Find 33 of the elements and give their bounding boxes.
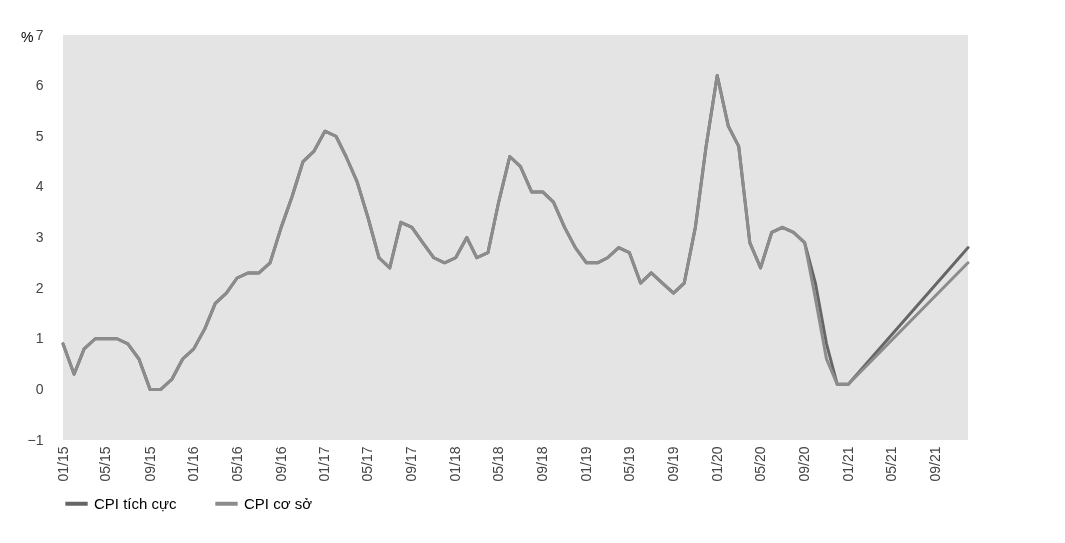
- y-tick-label: 6: [35, 77, 44, 94]
- x-tick-label: 09/18: [534, 446, 551, 482]
- y-tick-label: 7: [35, 26, 44, 43]
- y-tick-label: 5: [35, 127, 44, 144]
- x-tick-label: 09/17: [403, 446, 420, 482]
- x-tick-label: 01/21: [839, 446, 856, 482]
- x-tick-label: 01/16: [185, 446, 202, 482]
- x-tick-label: 01/18: [447, 446, 464, 482]
- y-tick-label: 1: [35, 330, 44, 347]
- x-tick-label: 05/16: [228, 446, 245, 482]
- x-tick-label: 05/18: [490, 446, 507, 482]
- x-tick-label: 05/17: [359, 446, 376, 482]
- x-tick-label: 05/20: [752, 446, 769, 482]
- x-tick-label: 05/21: [882, 446, 899, 482]
- x-tick-label: 09/20: [796, 446, 813, 482]
- x-tick-label: 09/16: [272, 446, 289, 482]
- y-tick-label: 0: [35, 380, 44, 397]
- y-axis-title: %: [21, 28, 34, 45]
- y-tick-label: 4: [35, 178, 44, 195]
- legend-label: CPI cơ sở: [244, 494, 313, 512]
- y-tick-label: 2: [35, 279, 44, 296]
- x-tick-label: 01/19: [577, 446, 594, 482]
- x-tick-label: 09/15: [141, 446, 158, 482]
- x-tick-label: 01/20: [708, 446, 725, 482]
- y-tick-label: 3: [35, 229, 44, 245]
- x-tick-label: 09/21: [926, 446, 943, 482]
- y-tick-label: −1: [27, 431, 44, 448]
- x-tick-label: 01/15: [54, 446, 71, 482]
- x-tick-label: 05/19: [620, 446, 637, 482]
- legend-label: CPI tích cực: [94, 494, 178, 512]
- x-tick-label: 05/15: [97, 446, 114, 482]
- x-tick-label: 01/17: [316, 446, 333, 482]
- x-tick-label: 09/19: [665, 446, 681, 482]
